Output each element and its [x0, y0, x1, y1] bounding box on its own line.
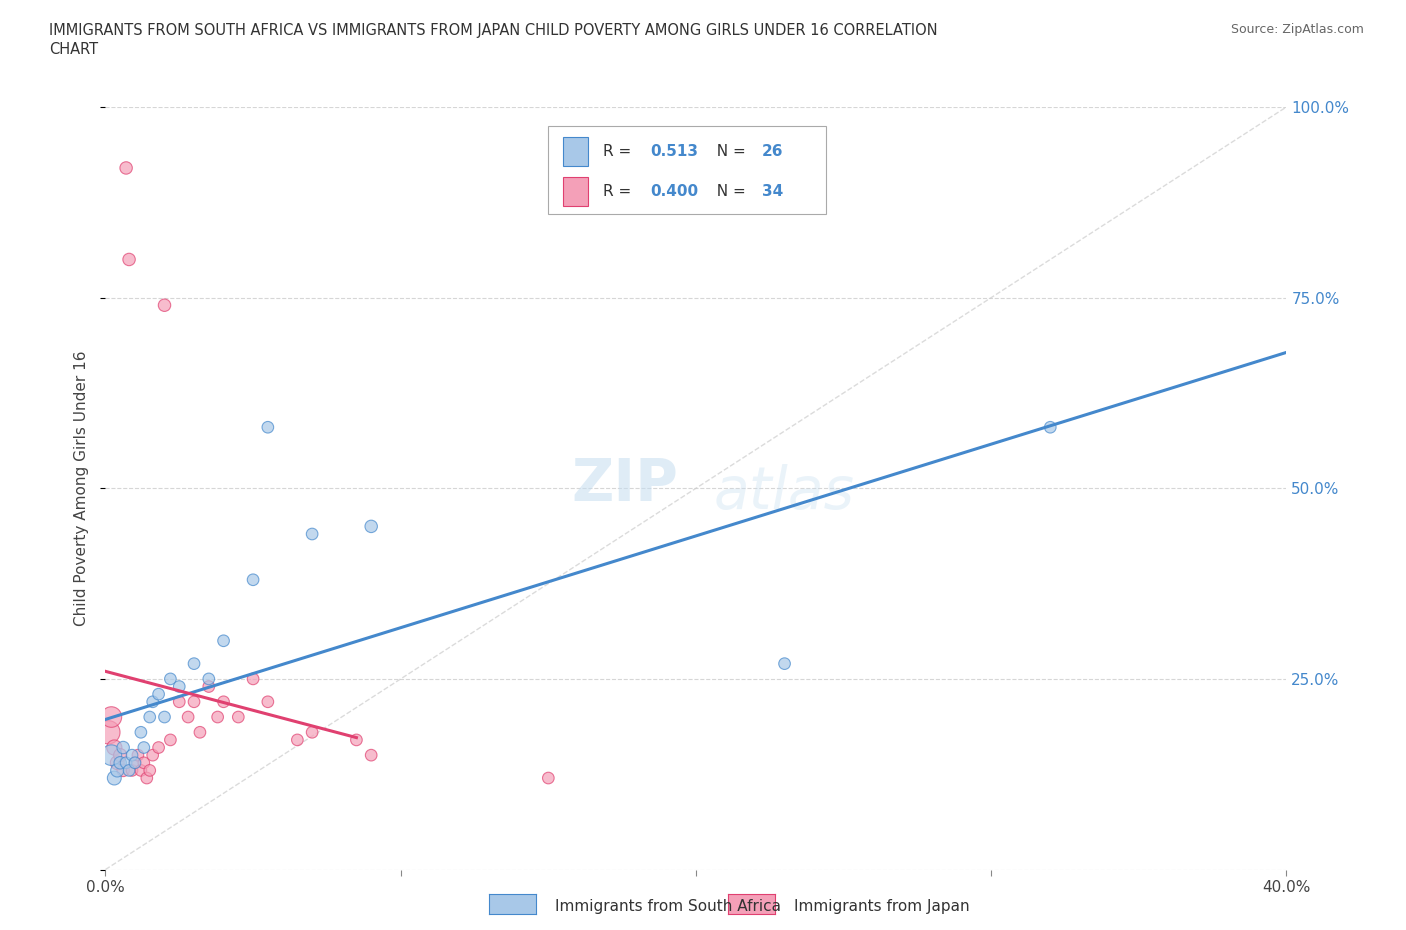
Point	[183, 657, 205, 671]
Bar	[562, 177, 589, 206]
Text: N =: N =	[707, 143, 751, 159]
Point	[197, 671, 219, 686]
Point	[148, 686, 170, 701]
Point	[207, 710, 229, 724]
Point	[118, 252, 141, 267]
Text: IMMIGRANTS FROM SOUTH AFRICA VS IMMIGRANTS FROM JAPAN CHILD POVERTY AMONG GIRLS : IMMIGRANTS FROM SOUTH AFRICA VS IMMIGRAN…	[49, 23, 938, 38]
Text: Immigrants from Japan: Immigrants from Japan	[794, 899, 970, 914]
Text: atlas: atlas	[714, 463, 855, 521]
Text: 26: 26	[762, 143, 783, 159]
Point	[257, 695, 280, 710]
Point	[148, 740, 170, 755]
Text: ZIP: ZIP	[571, 456, 678, 513]
Point	[100, 710, 122, 724]
Y-axis label: Child Poverty Among Girls Under 16: Child Poverty Among Girls Under 16	[73, 351, 89, 626]
Point	[112, 763, 135, 777]
Text: Source: ZipAtlas.com: Source: ZipAtlas.com	[1230, 23, 1364, 36]
Point	[105, 755, 128, 770]
Point	[212, 695, 235, 710]
Point	[188, 724, 211, 739]
Point	[135, 771, 157, 786]
Point	[115, 161, 138, 176]
Point	[142, 748, 165, 763]
Point	[169, 695, 191, 710]
Point	[129, 763, 152, 777]
Point	[169, 679, 191, 694]
Point	[124, 755, 146, 770]
Point	[100, 748, 122, 763]
Point	[121, 748, 143, 763]
Point	[537, 771, 560, 786]
Point	[121, 763, 143, 777]
Point	[197, 679, 219, 694]
Point	[110, 755, 132, 770]
Point	[242, 671, 264, 686]
Point	[138, 710, 162, 724]
Text: R =: R =	[603, 143, 636, 159]
Point	[360, 519, 382, 534]
Bar	[562, 137, 589, 166]
Point	[127, 748, 149, 763]
Bar	[548, 126, 825, 214]
Point	[110, 748, 132, 763]
Point	[112, 740, 135, 755]
Point	[301, 724, 323, 739]
Text: CHART: CHART	[49, 42, 98, 57]
Point	[138, 763, 162, 777]
Point	[177, 710, 200, 724]
Point	[132, 755, 155, 770]
Text: 0.513: 0.513	[650, 143, 697, 159]
Point	[773, 657, 796, 671]
Point	[129, 724, 152, 739]
Point	[103, 771, 125, 786]
Point	[287, 733, 309, 748]
Point	[242, 572, 264, 587]
Text: 34: 34	[762, 184, 783, 199]
Point	[159, 733, 181, 748]
Point	[1039, 419, 1062, 434]
Point	[103, 740, 125, 755]
Text: N =: N =	[707, 184, 751, 199]
Point	[212, 633, 235, 648]
Point	[124, 755, 146, 770]
Text: Immigrants from South Africa: Immigrants from South Africa	[555, 899, 782, 914]
Point	[153, 298, 176, 312]
Point	[118, 763, 141, 777]
Point	[159, 671, 181, 686]
Point	[142, 695, 165, 710]
Point	[360, 748, 382, 763]
Point	[115, 755, 138, 770]
Point	[183, 695, 205, 710]
Text: 0.400: 0.400	[650, 184, 697, 199]
Point	[346, 733, 368, 748]
Point	[228, 710, 250, 724]
Point	[153, 710, 176, 724]
Point	[97, 724, 120, 739]
Point	[257, 419, 280, 434]
Point	[105, 763, 128, 777]
Point	[132, 740, 155, 755]
Point	[301, 526, 323, 541]
Text: R =: R =	[603, 184, 636, 199]
